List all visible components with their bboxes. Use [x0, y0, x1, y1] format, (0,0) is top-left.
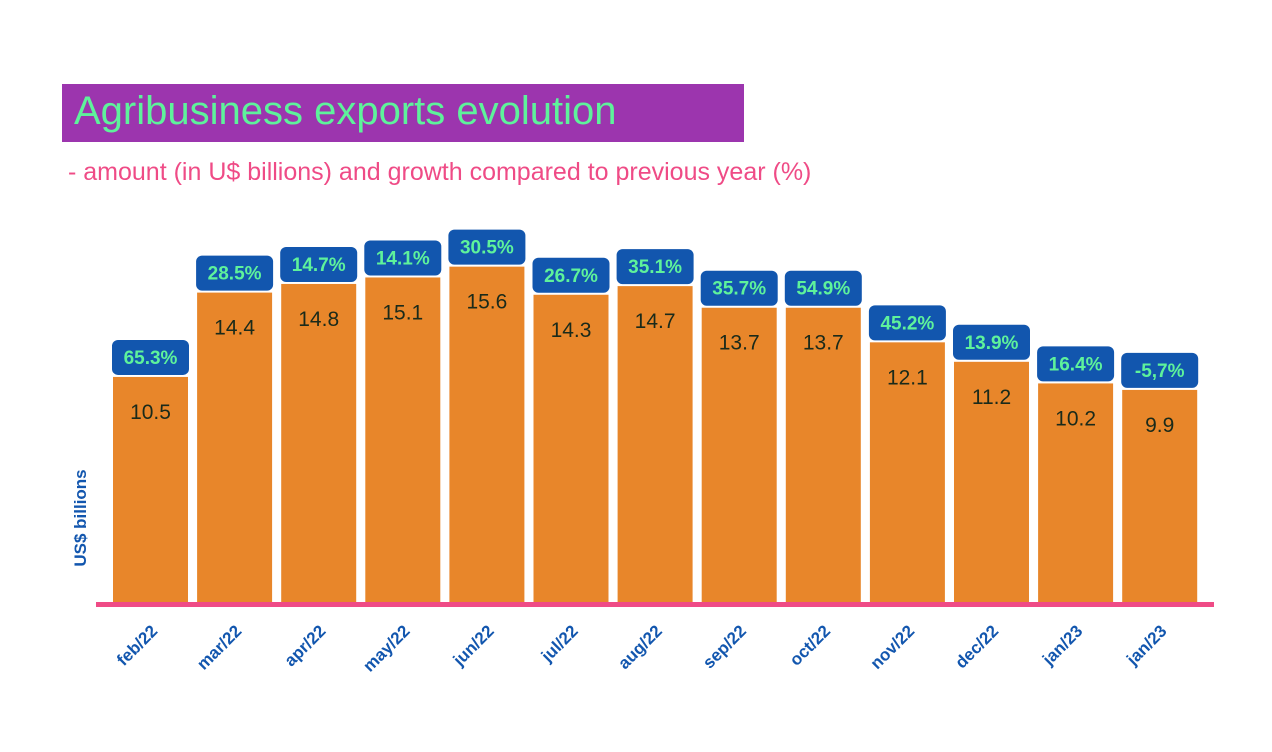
value-label: 14.4: [214, 317, 255, 340]
growth-badge: [364, 240, 442, 276]
growth-label: 30.5%: [460, 238, 514, 259]
x-tick-label: apr/22: [281, 621, 330, 670]
growth-badge: [280, 246, 358, 282]
x-tick-label: oct/22: [786, 621, 834, 669]
growth-badge: [1037, 346, 1115, 382]
x-tick-label: sep/22: [699, 621, 750, 672]
growth-badge: [868, 305, 946, 341]
bar: [701, 307, 777, 604]
growth-label: 35.7%: [712, 279, 766, 300]
growth-badge: [1121, 352, 1199, 388]
x-tick-label: feb/22: [113, 621, 161, 669]
chart-subtitle: - amount (in U$ billions) and growth com…: [68, 158, 812, 186]
growth-label: 14.1%: [376, 248, 430, 269]
growth-label: 28.5%: [208, 264, 262, 285]
growth-badge: [953, 324, 1030, 360]
growth-label: 16.4%: [1049, 354, 1103, 375]
x-tick-label: aug/22: [614, 621, 666, 673]
value-label: 15.1: [382, 301, 423, 324]
growth-label: 35.1%: [628, 257, 682, 278]
growth-label: 65.3%: [124, 348, 178, 369]
value-label: 14.3: [551, 319, 592, 342]
growth-label: 26.7%: [544, 266, 598, 287]
growth-label: 14.7%: [292, 255, 346, 276]
bar: [1122, 389, 1198, 604]
bar: [954, 361, 1029, 604]
x-tick-label: jun/22: [449, 621, 498, 670]
bar: [197, 292, 273, 604]
value-label: 14.8: [298, 308, 339, 331]
growth-label: 54.9%: [796, 279, 850, 300]
growth-badge: [784, 270, 862, 306]
value-label: 9.9: [1145, 414, 1174, 437]
bar: [533, 294, 609, 604]
bar: [449, 266, 525, 604]
x-tick-label: jul/22: [537, 621, 582, 666]
value-label: 15.6: [466, 291, 507, 314]
value-label: 13.7: [719, 332, 760, 355]
bar: [365, 277, 441, 604]
growth-badge: [196, 255, 274, 291]
value-label: 10.2: [1055, 407, 1096, 430]
bar: [869, 342, 945, 604]
growth-label: 13.9%: [965, 333, 1019, 354]
growth-badge: [448, 229, 526, 265]
x-tick-label: jan/23: [1122, 621, 1170, 669]
growth-badge: [616, 249, 694, 285]
growth-label: 45.2%: [880, 313, 934, 334]
growth-badge: [532, 257, 610, 293]
x-tick-label: mar/22: [193, 621, 245, 673]
x-tick-label: nov/22: [867, 621, 919, 673]
growth-badge: [700, 270, 778, 306]
x-tick-label: may/22: [359, 621, 413, 675]
value-label: 13.7: [803, 332, 844, 355]
x-tick-label: dec/22: [951, 621, 1002, 672]
value-label: 11.2: [972, 386, 1011, 409]
x-tick-label: jan/23: [1038, 621, 1086, 669]
bar: [617, 286, 693, 604]
growth-badge: [112, 339, 189, 375]
chart-title: Agribusiness exports evolution: [74, 89, 617, 133]
growth-label: -5,7%: [1135, 361, 1185, 382]
value-label: 14.7: [635, 310, 676, 333]
y-axis-label: US$ billions: [71, 469, 90, 566]
bar: [281, 283, 357, 604]
bar: [1038, 383, 1114, 604]
bar: [785, 307, 861, 604]
value-label: 12.1: [887, 366, 928, 389]
title-banner: Agribusiness exports evolution: [62, 84, 744, 142]
x-axis-line: [96, 602, 1214, 607]
bar: [113, 376, 188, 604]
value-label: 10.5: [130, 401, 171, 424]
